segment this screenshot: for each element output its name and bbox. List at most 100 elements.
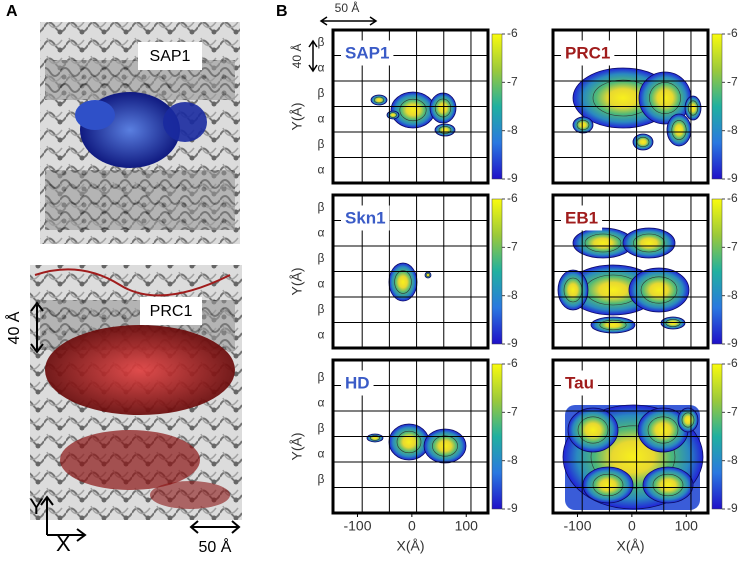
colorbar-tick-label: -7 bbox=[507, 240, 518, 254]
colorbar-tick-label: -9 bbox=[727, 171, 738, 185]
row-label: α bbox=[318, 60, 325, 74]
contour bbox=[681, 412, 695, 428]
contour bbox=[633, 233, 665, 253]
colorbar bbox=[711, 33, 723, 180]
row-label: β bbox=[318, 421, 325, 435]
density-blob bbox=[590, 316, 636, 334]
contour bbox=[434, 98, 452, 118]
density-blob bbox=[582, 466, 634, 504]
row-label: β bbox=[318, 302, 325, 316]
contour bbox=[425, 272, 431, 278]
y-axis-label: Y(Å) bbox=[289, 103, 305, 131]
colorbar bbox=[491, 198, 503, 345]
colorbar bbox=[711, 198, 723, 345]
contour bbox=[599, 319, 627, 331]
row-label: β bbox=[318, 472, 325, 486]
density-blob bbox=[424, 271, 432, 279]
colorbar-tick-label: -7 bbox=[507, 75, 518, 89]
density-blob bbox=[390, 91, 436, 129]
density-blob bbox=[388, 423, 430, 461]
colorbar-tick-label: -8 bbox=[507, 288, 518, 302]
colorbar-tick-label: -6 bbox=[507, 26, 518, 40]
colorbar-tick-label: -9 bbox=[727, 501, 738, 515]
label-bg bbox=[341, 40, 394, 66]
density-blob bbox=[557, 269, 589, 311]
label-bg bbox=[561, 205, 603, 231]
contour bbox=[647, 416, 679, 444]
contour bbox=[432, 435, 458, 457]
x-tick-label: -100 bbox=[343, 518, 371, 534]
map-name: PRC1 bbox=[565, 43, 610, 62]
density bbox=[366, 423, 467, 464]
density-blob bbox=[370, 94, 388, 106]
x-axis-label: X(Å) bbox=[617, 538, 645, 554]
row-label: β bbox=[318, 35, 325, 49]
colorbar-tick-label: -7 bbox=[507, 405, 518, 419]
map-frame bbox=[331, 358, 490, 515]
colorbar-tick-label: -6 bbox=[727, 191, 738, 205]
map-frame bbox=[331, 193, 490, 350]
colorbar bbox=[491, 363, 503, 510]
density-blob bbox=[423, 428, 467, 464]
x-tick-label: 100 bbox=[675, 518, 699, 534]
scale-label: 50 Å bbox=[335, 0, 360, 15]
row-label: α bbox=[318, 447, 325, 461]
colorbar-tick-label: -6 bbox=[727, 356, 738, 370]
colorbar-tick-label: -6 bbox=[727, 26, 738, 40]
contour-map: EB1 -6 -7 -8 -9 bbox=[551, 191, 738, 350]
row-label: α bbox=[318, 327, 325, 341]
density bbox=[562, 404, 704, 510]
row-label: β bbox=[318, 200, 325, 214]
x-tick-label: 100 bbox=[455, 518, 479, 534]
row-label: β bbox=[318, 370, 325, 384]
density-blob bbox=[429, 92, 457, 124]
colorbar-tick-label: -8 bbox=[507, 123, 518, 137]
contour bbox=[396, 430, 422, 454]
scale-arrow bbox=[189, 520, 241, 534]
x-tick-label: -100 bbox=[563, 518, 591, 534]
density-blob bbox=[386, 110, 400, 120]
colorbar-tick-label: -8 bbox=[727, 123, 738, 137]
colorbar-tick-label: -9 bbox=[507, 501, 518, 515]
contour bbox=[649, 82, 681, 114]
contour bbox=[373, 96, 385, 104]
panel-label: A bbox=[6, 3, 18, 20]
colorbar bbox=[491, 33, 503, 180]
scale-arrow bbox=[319, 16, 378, 26]
contour bbox=[399, 98, 427, 122]
colorbar-tick-label: -9 bbox=[507, 336, 518, 350]
scale-label: 50 Å bbox=[199, 537, 232, 556]
density-blob bbox=[628, 267, 690, 313]
scale-label: 40 Å bbox=[4, 311, 23, 344]
y-axis-label: Y(Å) bbox=[289, 268, 305, 296]
axes-icon bbox=[40, 495, 87, 542]
maps: SAP1-6-7-8-9βαβαβαY(Å)PRC1-6-7-8-9Skn1-6… bbox=[289, 26, 738, 554]
density bbox=[572, 67, 702, 151]
scale-arrow bbox=[308, 39, 318, 73]
map-name: Skn1 bbox=[345, 208, 386, 227]
map-frame bbox=[551, 193, 710, 350]
density bbox=[370, 91, 457, 137]
map-name: SAP1 bbox=[345, 43, 389, 62]
density-blob bbox=[666, 113, 692, 147]
map-frame bbox=[331, 28, 490, 185]
row-label: α bbox=[318, 162, 325, 176]
label-bg bbox=[341, 370, 374, 396]
density-blob bbox=[567, 407, 619, 453]
axis-label: X bbox=[56, 531, 71, 556]
row-label: α bbox=[318, 111, 325, 125]
colorbar-tick-label: -7 bbox=[727, 240, 738, 254]
row-label: β bbox=[318, 86, 325, 100]
density-blob bbox=[366, 433, 384, 443]
contour bbox=[438, 126, 452, 134]
x-tick-label: 0 bbox=[628, 518, 636, 534]
contour-map: PRC1 -6 -7 -8 -9 bbox=[551, 26, 738, 185]
map-name: Tau bbox=[565, 373, 594, 392]
colorbar-tick-label: -9 bbox=[727, 336, 738, 350]
row-label: α bbox=[318, 276, 325, 290]
colorbar-tick-label: -6 bbox=[507, 191, 518, 205]
contour bbox=[577, 416, 609, 444]
